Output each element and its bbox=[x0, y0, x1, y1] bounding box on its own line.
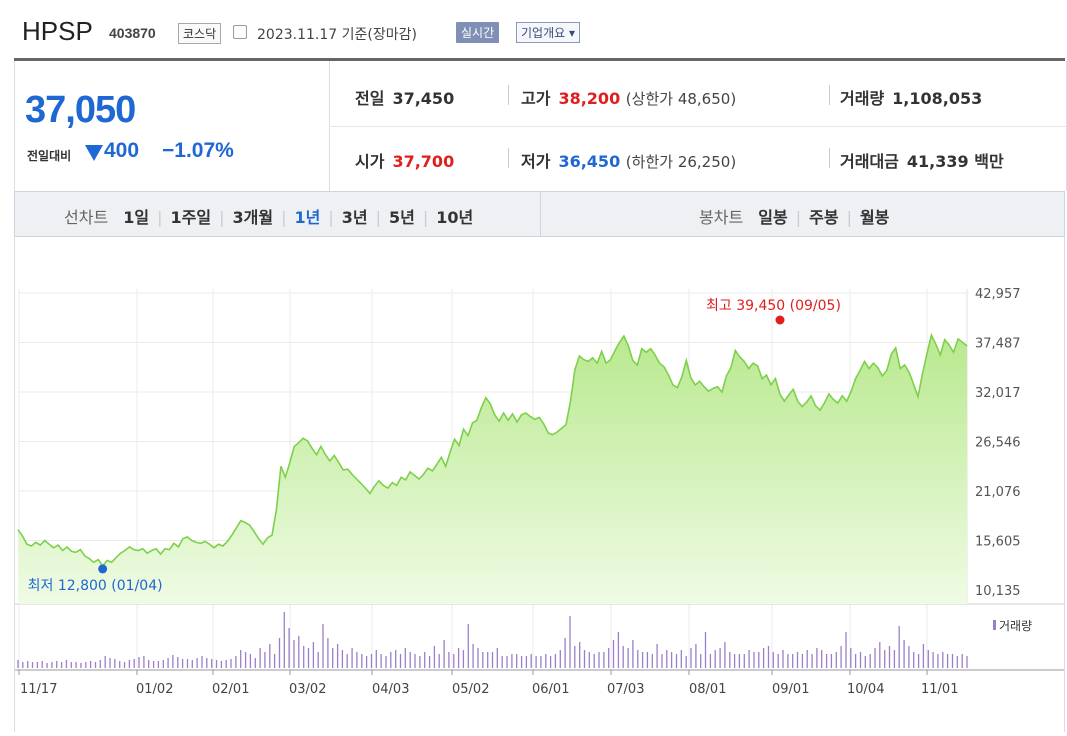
candle-tabs: 봉차트 일봉 | 주봉 | 월봉 bbox=[699, 204, 889, 228]
lower-limit-label: 하한가 bbox=[631, 153, 674, 171]
company-overview-dropdown[interactable]: 기업개요 ▾ bbox=[516, 22, 580, 43]
tab-divider: | bbox=[219, 208, 225, 227]
divider bbox=[829, 85, 830, 105]
tab-divider: | bbox=[328, 208, 334, 227]
high-annotation: 최고 39,450 (09/05) bbox=[706, 298, 841, 314]
low-marker bbox=[98, 564, 108, 574]
upper-limit-label: 상한가 bbox=[631, 90, 674, 108]
low-price: 저가 36,450 (하한가 26,250) bbox=[521, 148, 736, 172]
period-tab[interactable]: 3개월 bbox=[232, 208, 274, 227]
divider bbox=[829, 148, 830, 168]
chart-area: 42,957 37,487 32,017 26,546 21,076 15,605 10,1… bbox=[14, 237, 1065, 732]
toolbar-divider bbox=[540, 192, 541, 236]
high-label: 고가 bbox=[521, 89, 551, 108]
price-change: 400 bbox=[104, 139, 140, 162]
y-tick-label: 37,487 bbox=[975, 337, 1021, 352]
period-tab[interactable]: 1년 bbox=[294, 208, 321, 227]
tab-divider: | bbox=[157, 208, 163, 227]
x-tick-label: 06/01 bbox=[532, 682, 569, 697]
period-tab[interactable]: 1일 bbox=[123, 208, 150, 227]
price-line bbox=[17, 332, 968, 568]
down-triangle-icon bbox=[85, 145, 103, 161]
period-tabs: 선차트 1일 | 1주일 | 3개월 | 1년 | 3년 | 5년 | 10년 bbox=[64, 204, 473, 228]
lower-limit-value: 26,250 bbox=[677, 153, 731, 171]
divider bbox=[329, 126, 1066, 127]
volume-legend-label: 거래량 bbox=[999, 619, 1032, 633]
realtime-button[interactable]: 실시간 bbox=[456, 22, 500, 43]
y-tick-label: 26,546 bbox=[975, 436, 1021, 451]
stock-name: HPSP bbox=[22, 16, 93, 46]
open-label: 시가 bbox=[355, 152, 385, 171]
upper-limit-value: 48,650 bbox=[677, 90, 731, 108]
x-tick-label: 11/17 bbox=[20, 682, 57, 697]
amount-value: 41,339 bbox=[906, 152, 969, 171]
high-marker bbox=[775, 315, 785, 325]
stock-code: 403870 bbox=[109, 25, 156, 41]
price-summary: 37,050 전일대비 400 −1.07% 전일 37,450 고가 38,200… bbox=[14, 61, 1067, 191]
high-value: 38,200 bbox=[558, 89, 621, 108]
open-value: 37,700 bbox=[392, 152, 455, 171]
upper-limit: (상한가 48,650) bbox=[625, 90, 737, 108]
price-area bbox=[18, 335, 967, 604]
prev-close-value: 37,450 bbox=[392, 89, 455, 108]
y-tick-label: 32,017 bbox=[975, 386, 1021, 401]
candle-tab[interactable]: 주봉 bbox=[809, 208, 839, 227]
current-price: 37,050 bbox=[25, 89, 136, 131]
prev-close: 전일 37,450 bbox=[355, 85, 454, 109]
line-chart-label: 선차트 bbox=[64, 208, 109, 227]
tab-divider: | bbox=[281, 208, 287, 227]
x-tick-label: 07/03 bbox=[607, 682, 644, 697]
open-price: 시가 37,700 bbox=[355, 148, 454, 172]
volume-value: 1,108,053 bbox=[892, 89, 983, 108]
candle-tab[interactable]: 월봉 bbox=[859, 208, 890, 227]
amount-label: 거래대금 bbox=[840, 152, 899, 171]
volume: 거래량 1,108,053 bbox=[840, 85, 982, 109]
stock-header: HPSP 403870 코스닥 2023.11.17 기준(장마감) 실시간 기… bbox=[0, 0, 1067, 58]
x-tick-label: 08/01 bbox=[689, 682, 726, 697]
x-tick-label: 10/04 bbox=[847, 682, 884, 697]
divider bbox=[508, 148, 509, 168]
period-tab[interactable]: 10년 bbox=[436, 208, 474, 227]
prev-close-label: 전일 bbox=[355, 89, 385, 108]
y-tick-label: 21,076 bbox=[975, 485, 1021, 500]
candle-tab[interactable]: 일봉 bbox=[758, 208, 788, 227]
low-label: 저가 bbox=[521, 152, 551, 171]
volume-legend-swatch bbox=[993, 620, 996, 630]
price-chart: 42,957 37,487 32,017 26,546 21,076 15,605 10,1… bbox=[15, 287, 1064, 697]
price-change-percent: −1.07% bbox=[162, 139, 234, 162]
amount-unit: 백만 bbox=[974, 152, 1004, 171]
header-divider bbox=[14, 58, 1065, 61]
y-tick-label: 15,605 bbox=[975, 535, 1021, 550]
trading-amount: 거래대금 41,339 백만 bbox=[840, 148, 1004, 172]
y-tick-label: 10,135 bbox=[975, 584, 1021, 599]
period-tab[interactable]: 3년 bbox=[341, 208, 368, 227]
tab-divider: | bbox=[795, 208, 802, 227]
x-tick-label: 03/02 bbox=[289, 682, 326, 697]
y-tick-label: 42,957 bbox=[975, 287, 1021, 302]
change-label: 전일대비 bbox=[27, 149, 72, 163]
x-tick-label: 04/03 bbox=[372, 682, 409, 697]
high-price: 고가 38,200 (상한가 48,650) bbox=[521, 85, 736, 109]
candle-chart-label: 봉차트 bbox=[699, 208, 744, 227]
x-tick-label: 11/01 bbox=[921, 682, 958, 697]
period-tab[interactable]: 1주일 bbox=[170, 208, 212, 227]
clock-icon bbox=[233, 25, 247, 39]
lower-limit: (하한가 26,250) bbox=[625, 153, 737, 171]
low-annotation: 최저 12,800 (01/04) bbox=[28, 578, 163, 594]
tab-divider: | bbox=[375, 208, 381, 227]
chart-toolbar: 선차트 1일 | 1주일 | 3개월 | 1년 | 3년 | 5년 | 10년 봉차트 일봉 | 주봉 | 월봉 bbox=[14, 191, 1065, 237]
x-tick-label: 01/02 bbox=[136, 682, 173, 697]
period-tab[interactable]: 5년 bbox=[388, 208, 415, 227]
x-tick-label: 02/01 bbox=[212, 682, 249, 697]
volume-label: 거래량 bbox=[840, 89, 885, 108]
market-badge: 코스닥 bbox=[178, 23, 222, 44]
divider bbox=[508, 85, 509, 105]
tab-divider: | bbox=[846, 208, 852, 227]
tab-divider: | bbox=[422, 208, 429, 227]
x-tick-label: 09/01 bbox=[772, 682, 809, 697]
low-value: 36,450 bbox=[558, 152, 621, 171]
quote-date: 2023.11.17 기준(장마감) bbox=[257, 27, 417, 43]
x-tick-label: 05/02 bbox=[452, 682, 489, 697]
